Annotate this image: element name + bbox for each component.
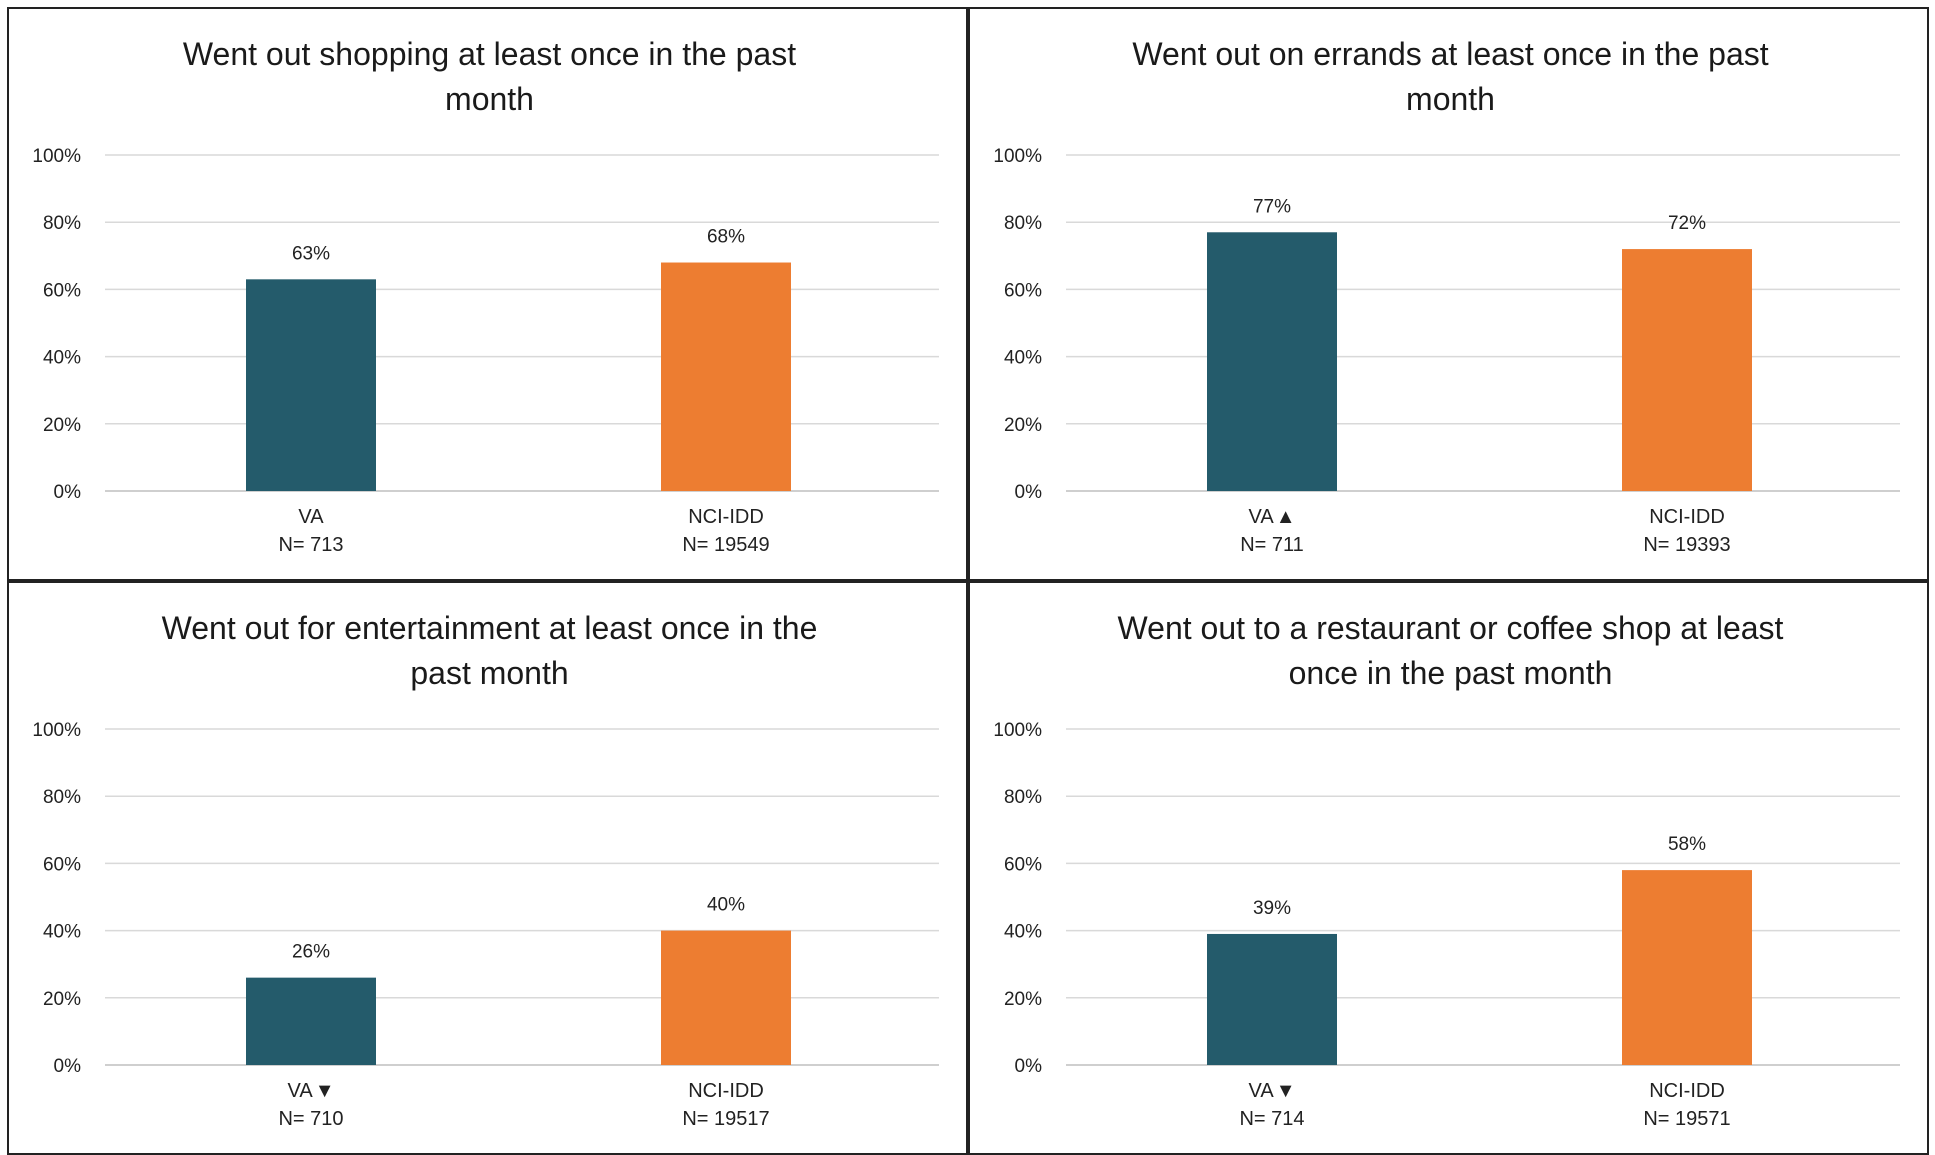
bar-nci-idd (661, 930, 791, 1065)
bar-nci-idd (1622, 249, 1752, 491)
chart-panel: Went out to a restaurant or coffee shop … (968, 581, 1929, 1155)
y-tick-label: 20% (43, 989, 81, 1010)
y-tick-label: 100% (993, 720, 1042, 741)
chart-panel: Went out on errands at least once in the… (968, 7, 1929, 581)
category-label: VA (298, 506, 324, 528)
category-n-label: N= 713 (278, 534, 343, 556)
category-name: NCI-IDD (1649, 506, 1725, 528)
bar-nci-idd (1622, 870, 1752, 1065)
data-label: 63% (292, 243, 330, 264)
category-n-label: N= 711 (1240, 534, 1304, 556)
category-name: VA (298, 506, 324, 528)
y-tick-label: 20% (43, 415, 81, 436)
category-label: VA ▼ (288, 1080, 335, 1102)
y-tick-label: 0% (1015, 482, 1043, 503)
y-tick-label: 100% (32, 720, 81, 741)
y-tick-label: 80% (1004, 787, 1042, 808)
chart-title-line: once in the past month (1289, 655, 1613, 691)
category-name: NCI-IDD (688, 1080, 764, 1102)
chart-panel: Went out shopping at least once in the p… (7, 7, 968, 581)
y-tick-label: 80% (43, 787, 81, 808)
y-tick-label: 0% (54, 1056, 82, 1077)
chart-title-line: Went out for entertainment at least once… (162, 610, 818, 646)
bar-chart-svg: Went out to a restaurant or coffee shop … (993, 610, 1900, 1130)
y-tick-label: 60% (1004, 280, 1042, 301)
category-name: NCI-IDD (1649, 1080, 1725, 1102)
category-label: VA ▼ (1249, 1080, 1296, 1102)
y-tick-label: 80% (1004, 213, 1042, 234)
category-name: VA (288, 1080, 314, 1102)
y-tick-label: 60% (1004, 854, 1042, 875)
category-label: NCI-IDD (1649, 506, 1725, 528)
category-name: NCI-IDD (688, 506, 764, 528)
category-name: VA (1249, 506, 1275, 528)
y-tick-label: 0% (54, 482, 82, 503)
bar-chart-svg: Went out for entertainment at least once… (32, 610, 939, 1130)
category-n-label: N= 714 (1239, 1108, 1304, 1130)
y-tick-label: 40% (43, 348, 81, 369)
data-label: 26% (292, 942, 330, 963)
bar-va (246, 977, 376, 1065)
significance-marker-icon: ▼ (315, 1080, 335, 1102)
chart-title-line: past month (410, 655, 568, 691)
y-tick-label: 100% (993, 146, 1042, 167)
bar-va (1207, 933, 1337, 1065)
chart-title-line: month (1406, 81, 1495, 117)
y-tick-label: 20% (1004, 989, 1042, 1010)
category-label: NCI-IDD (688, 506, 764, 528)
bar-nci-idd (661, 262, 791, 491)
category-n-label: N= 19571 (1643, 1108, 1730, 1130)
category-name: VA (1249, 1080, 1275, 1102)
y-tick-label: 100% (32, 146, 81, 167)
y-tick-label: 40% (1004, 348, 1042, 369)
data-label: 39% (1253, 898, 1291, 919)
y-tick-label: 40% (43, 922, 81, 943)
chart-grid: Went out shopping at least once in the p… (7, 7, 1929, 1155)
chart-title-line: Went out shopping at least once in the p… (183, 36, 796, 72)
data-label: 72% (1668, 213, 1706, 234)
y-tick-label: 60% (43, 280, 81, 301)
data-label: 58% (1668, 834, 1706, 855)
data-label: 40% (707, 895, 745, 916)
category-n-label: N= 19393 (1643, 534, 1730, 556)
y-tick-label: 80% (43, 213, 81, 234)
category-n-label: N= 19517 (682, 1108, 769, 1130)
chart-title-line: Went out to a restaurant or coffee shop … (1118, 610, 1784, 646)
category-label: NCI-IDD (688, 1080, 764, 1102)
bar-chart-svg: Went out shopping at least once in the p… (32, 36, 939, 556)
bar-va (1207, 232, 1337, 491)
y-tick-label: 60% (43, 854, 81, 875)
category-n-label: N= 19549 (682, 534, 769, 556)
significance-marker-icon: ▼ (1276, 1080, 1296, 1102)
category-label: NCI-IDD (1649, 1080, 1725, 1102)
y-tick-label: 20% (1004, 415, 1042, 436)
chart-panel: Went out for entertainment at least once… (7, 581, 968, 1155)
chart-title-line: Went out on errands at least once in the… (1132, 36, 1768, 72)
data-label: 68% (707, 227, 745, 248)
bar-chart-svg: Went out on errands at least once in the… (993, 36, 1900, 556)
chart-title-line: month (445, 81, 534, 117)
category-label: VA ▲ (1249, 506, 1296, 528)
y-tick-label: 0% (1015, 1056, 1043, 1077)
significance-marker-icon: ▲ (1276, 506, 1296, 528)
bar-va (246, 279, 376, 491)
y-tick-label: 40% (1004, 922, 1042, 943)
category-n-label: N= 710 (278, 1108, 343, 1130)
data-label: 77% (1253, 196, 1291, 217)
